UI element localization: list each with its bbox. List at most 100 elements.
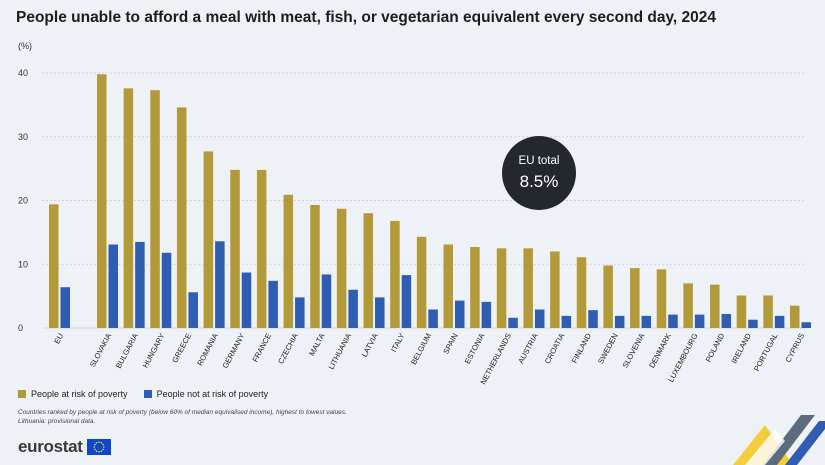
x-tick-label: ROMANIA: [195, 331, 220, 367]
bar-not-poverty: [801, 322, 811, 328]
bar-not-poverty: [561, 315, 572, 328]
bar-poverty: [97, 74, 107, 329]
bar-not-poverty: [161, 252, 172, 328]
bar-not-poverty: [348, 289, 358, 328]
eu-total-value: 8.5%: [520, 172, 559, 191]
x-tick-label: FINLAND: [570, 331, 593, 364]
eu-flag-icon: [86, 439, 111, 455]
bar-not-poverty: [694, 314, 705, 328]
bar-not-poverty: [641, 315, 652, 328]
bar-not-poverty: [428, 309, 438, 328]
x-tick-label: EU: [52, 332, 65, 346]
bar-poverty: [150, 90, 160, 329]
y-tick-label: 20: [18, 196, 28, 206]
bar-not-poverty: [321, 274, 332, 328]
x-tick-label: GREECE: [170, 332, 193, 365]
bar-poverty: [176, 107, 187, 328]
bar-poverty: [550, 251, 560, 328]
legend-label-poverty: People at risk of poverty: [31, 389, 128, 399]
x-tick-label: BULGARIA: [114, 331, 140, 370]
bar-poverty: [390, 220, 400, 328]
y-tick-label: 10: [18, 259, 28, 269]
bar-poverty: [603, 265, 613, 328]
legend-swatch-poverty: [18, 390, 26, 398]
x-tick-label: PORTUGAL: [752, 332, 779, 373]
bar-chart: 0 10 20 30 40 EU SLOVAKIA BULGARIA HUNGARY GREECE…: [18, 68, 811, 386]
bar-not-poverty: [215, 241, 225, 328]
logo-text: eurostat: [18, 437, 83, 456]
bar-poverty: [763, 295, 773, 328]
bar-not-poverty: [108, 244, 118, 328]
x-tick-label: CYPRUS: [783, 332, 806, 364]
chart-legend: People at risk of poverty People not at …: [18, 389, 268, 399]
bar-poverty: [256, 169, 267, 328]
bar-poverty: [230, 169, 240, 328]
bar-not-poverty: [668, 314, 678, 328]
bar-not-poverty: [241, 272, 252, 328]
bar-not-poverty: [588, 310, 598, 328]
bar-not-poverty: [401, 275, 412, 328]
bar-poverty: [470, 247, 480, 328]
bar-poverty: [496, 248, 507, 328]
bar-poverty: [283, 194, 294, 328]
x-tick-label: SLOVAKIA: [88, 331, 114, 369]
eu-total-label: EU total: [519, 155, 560, 167]
bar-not-poverty: [721, 313, 732, 328]
bar-not-poverty: [508, 317, 518, 328]
bar-poverty: [49, 204, 59, 328]
x-tick-label: ESTONIA: [463, 331, 487, 365]
footnote-lithuania: Lithuania: provisional data.: [18, 417, 96, 425]
bar-poverty: [656, 269, 667, 328]
bar-poverty: [336, 208, 347, 328]
bar-poverty: [363, 213, 374, 328]
bar-poverty: [736, 295, 747, 328]
x-tick-label: CZECHIA: [276, 331, 300, 365]
legend-label-not-poverty: People not at risk of poverty: [156, 389, 269, 399]
x-tick-label: HUNGARY: [141, 332, 167, 370]
legend-swatch-not-poverty: [143, 390, 152, 398]
chart-title: People unable to afford a meal with meat…: [16, 9, 717, 26]
footnote: Countries ranked by people at risk of po…: [18, 409, 347, 426]
bar-poverty: [443, 244, 453, 328]
bar-not-poverty: [481, 301, 492, 328]
x-tick-label: LITHUANIA: [327, 331, 354, 371]
x-tick-label: CROATIA: [543, 331, 567, 365]
x-tick-label: SPAIN: [441, 332, 459, 356]
x-tick-label: FRANCE: [251, 332, 274, 364]
bar-poverty: [630, 268, 640, 328]
bar-not-poverty: [188, 292, 198, 328]
bar-poverty: [123, 88, 134, 328]
bar-poverty: [523, 248, 533, 328]
legend-item-not-poverty: People not at risk of poverty: [143, 389, 269, 399]
bar-poverty: [710, 284, 720, 328]
bar-not-poverty: [135, 241, 145, 328]
bar-poverty: [310, 204, 320, 328]
eurostat-logo: eurostat: [18, 437, 111, 457]
x-tick-label: LATVIA: [360, 331, 380, 359]
x-tick-label: LUXEMBOURG: [666, 332, 699, 384]
bar-not-poverty: [375, 297, 385, 328]
x-tick-label: POLAND: [704, 331, 727, 363]
bar-not-poverty: [60, 287, 70, 328]
x-tick-label: ITALY: [389, 332, 406, 354]
bar-poverty: [790, 305, 800, 328]
footnote-ranking: Countries ranked by people at risk of po…: [18, 409, 347, 416]
bar-not-poverty: [295, 297, 305, 328]
bar-poverty: [203, 151, 214, 328]
eu-total-callout: [502, 136, 576, 210]
bar-poverty: [416, 236, 427, 328]
y-axis-unit: (%): [18, 41, 32, 51]
x-tick-label: GERMANY: [221, 332, 247, 370]
x-tick-label: SWEDEN: [596, 332, 620, 366]
x-tick-label: SLOVENIA: [621, 331, 647, 370]
decorative-chevrons: [733, 415, 825, 465]
y-tick-label: 40: [18, 68, 28, 78]
bar-not-poverty: [534, 309, 545, 328]
x-tick-label: BELGIUM: [409, 332, 433, 366]
bar-poverty: [683, 283, 693, 328]
bar-not-poverty: [268, 280, 278, 328]
x-tick-label: IRELAND: [730, 331, 754, 365]
x-tick-label: MALTA: [307, 331, 327, 357]
y-tick-label: 0: [18, 323, 23, 333]
x-tick-label: DENMARK: [647, 332, 673, 370]
